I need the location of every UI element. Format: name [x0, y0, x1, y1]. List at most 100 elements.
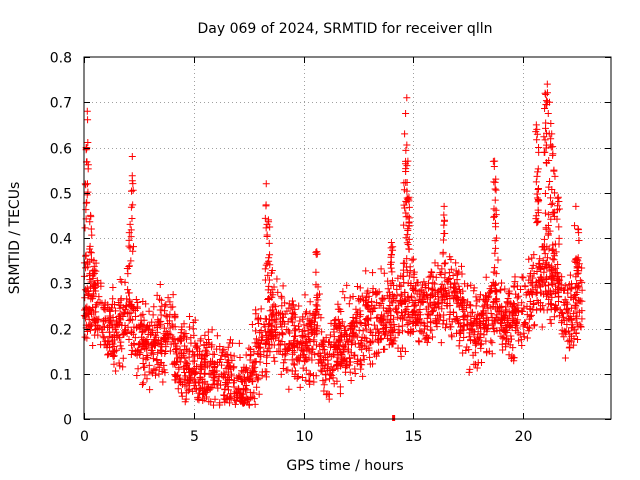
data-point	[226, 336, 234, 344]
data-point	[416, 319, 424, 327]
data-point	[498, 279, 506, 287]
data-point	[454, 294, 462, 302]
data-point	[463, 320, 471, 328]
data-point	[419, 329, 427, 337]
data-point	[306, 370, 314, 378]
data-point	[296, 317, 304, 325]
data-point	[121, 327, 129, 335]
data-point	[520, 329, 528, 337]
data-point	[551, 290, 559, 298]
data-point	[290, 337, 298, 345]
x-tick-label: 0	[80, 429, 89, 445]
data-point	[572, 273, 580, 281]
data-point	[83, 180, 91, 188]
data-point	[313, 294, 321, 302]
data-point	[217, 381, 225, 389]
data-point	[311, 314, 319, 322]
data-point	[457, 262, 465, 270]
data-point	[496, 303, 504, 311]
data-point	[137, 321, 145, 329]
data-point	[265, 239, 273, 247]
data-point	[127, 309, 135, 317]
data-point	[209, 350, 217, 358]
data-point	[541, 136, 549, 144]
data-point	[397, 282, 405, 290]
data-point	[380, 314, 388, 322]
data-point	[148, 318, 156, 326]
data-point	[283, 345, 291, 353]
data-point	[238, 377, 246, 385]
data-point	[518, 299, 526, 307]
data-point	[459, 296, 467, 304]
data-point	[127, 257, 135, 265]
data-point	[158, 341, 166, 349]
data-point	[247, 369, 255, 377]
data-point	[207, 357, 215, 365]
data-point	[211, 363, 219, 371]
data-point	[541, 148, 549, 156]
data-point	[362, 325, 370, 333]
data-point	[492, 206, 500, 214]
data-point	[440, 260, 448, 268]
data-point	[367, 308, 375, 316]
data-point	[289, 309, 297, 317]
data-point	[542, 225, 550, 233]
data-point	[118, 345, 126, 353]
data-point	[268, 311, 276, 319]
data-point	[147, 349, 155, 357]
data-point	[542, 275, 550, 283]
data-point	[533, 130, 541, 138]
data-point	[534, 186, 542, 194]
x-tick-label: 15	[405, 429, 423, 445]
data-point	[207, 370, 215, 378]
data-point	[426, 326, 434, 334]
data-point	[168, 321, 176, 329]
data-point	[373, 289, 381, 297]
data-point	[84, 188, 92, 196]
data-point	[107, 349, 115, 357]
data-point	[305, 354, 313, 362]
data-point	[321, 354, 329, 362]
data-point	[518, 273, 526, 281]
data-point	[547, 135, 555, 143]
data-point	[476, 291, 484, 299]
data-point	[418, 298, 426, 306]
data-point	[187, 334, 195, 342]
data-point	[546, 289, 554, 297]
data-point	[449, 271, 457, 279]
data-point	[359, 352, 367, 360]
data-point	[534, 168, 542, 176]
data-point	[427, 318, 435, 326]
data-point	[330, 365, 338, 373]
data-point	[258, 368, 266, 376]
data-point	[157, 359, 165, 367]
data-point	[121, 308, 129, 316]
data-point	[482, 298, 490, 306]
data-point	[403, 321, 411, 329]
data-point	[186, 313, 194, 321]
data-point	[100, 305, 108, 313]
data-point	[479, 303, 487, 311]
data-point	[377, 265, 385, 273]
data-point	[303, 322, 311, 330]
data-point	[529, 286, 537, 294]
data-point	[268, 266, 276, 274]
data-point	[290, 361, 298, 369]
data-point	[473, 364, 481, 372]
data-point	[84, 116, 92, 124]
data-point	[482, 325, 490, 333]
data-point	[503, 326, 511, 334]
data-point	[153, 355, 161, 363]
data-point	[398, 309, 406, 317]
data-point	[169, 335, 177, 343]
data-point	[339, 348, 347, 356]
x-axis-title: GPS time / hours	[286, 458, 403, 474]
data-point	[507, 332, 515, 340]
data-point	[395, 329, 403, 337]
data-point	[220, 345, 228, 353]
data-point	[189, 357, 197, 365]
data-point	[482, 292, 490, 300]
data-point	[213, 367, 221, 375]
data-point	[119, 363, 127, 371]
data-point	[242, 394, 250, 402]
